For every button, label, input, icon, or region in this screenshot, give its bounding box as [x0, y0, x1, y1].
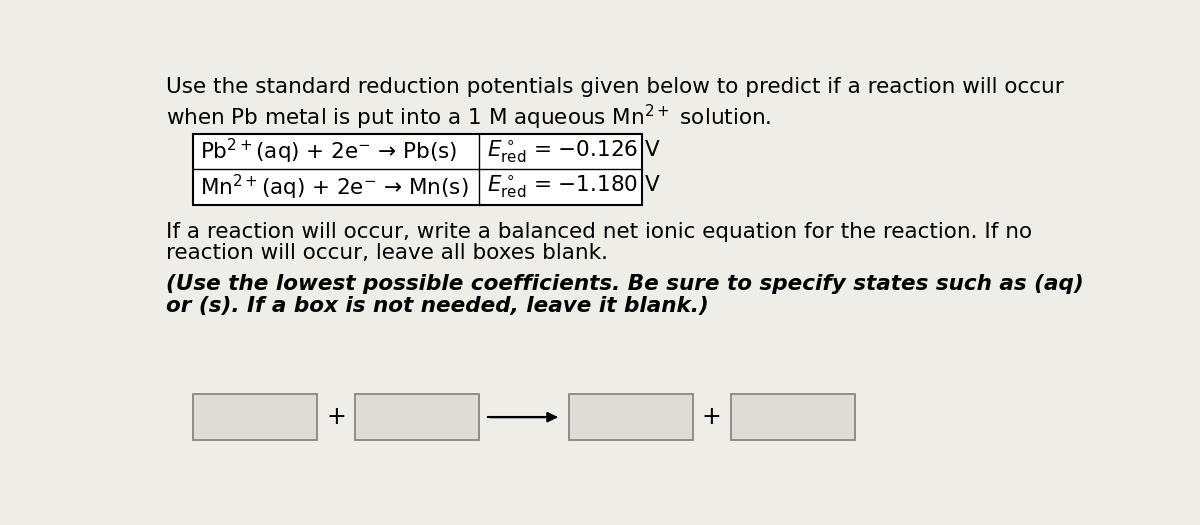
- Text: Mn$^{2+}$(aq) + 2e$^{-}$ → Mn(s): Mn$^{2+}$(aq) + 2e$^{-}$ → Mn(s): [200, 172, 469, 202]
- Bar: [731, 394, 856, 440]
- Text: If a reaction will occur, write a balanced net ionic equation for the reaction. : If a reaction will occur, write a balanc…: [166, 222, 1032, 242]
- Text: +: +: [326, 405, 346, 429]
- Bar: [355, 394, 479, 440]
- Text: $E^\circ_{\mathrm{red}}$ = −0.126 V: $E^\circ_{\mathrm{red}}$ = −0.126 V: [487, 139, 661, 165]
- Text: Use the standard reduction potentials given below to predict if a reaction will : Use the standard reduction potentials gi…: [166, 77, 1063, 97]
- Text: $E^\circ_{\mathrm{red}}$ = −1.180 V: $E^\circ_{\mathrm{red}}$ = −1.180 V: [487, 174, 661, 200]
- Text: (Use the lowest possible coefficients. Be sure to specify states such as (aq): (Use the lowest possible coefficients. B…: [166, 274, 1084, 294]
- Text: when Pb metal is put into a 1 M aqueous Mn$^{2+}$ solution.: when Pb metal is put into a 1 M aqueous …: [166, 103, 770, 132]
- Text: or (s). If a box is not needed, leave it blank.): or (s). If a box is not needed, leave it…: [166, 296, 708, 316]
- Bar: [193, 134, 642, 205]
- Bar: [193, 394, 317, 440]
- Text: +: +: [702, 405, 721, 429]
- Bar: [569, 394, 692, 440]
- Text: Pb$^{2+}$(aq) + 2e$^{-}$ → Pb(s): Pb$^{2+}$(aq) + 2e$^{-}$ → Pb(s): [200, 137, 458, 166]
- Text: reaction will occur, leave all boxes blank.: reaction will occur, leave all boxes bla…: [166, 243, 607, 263]
